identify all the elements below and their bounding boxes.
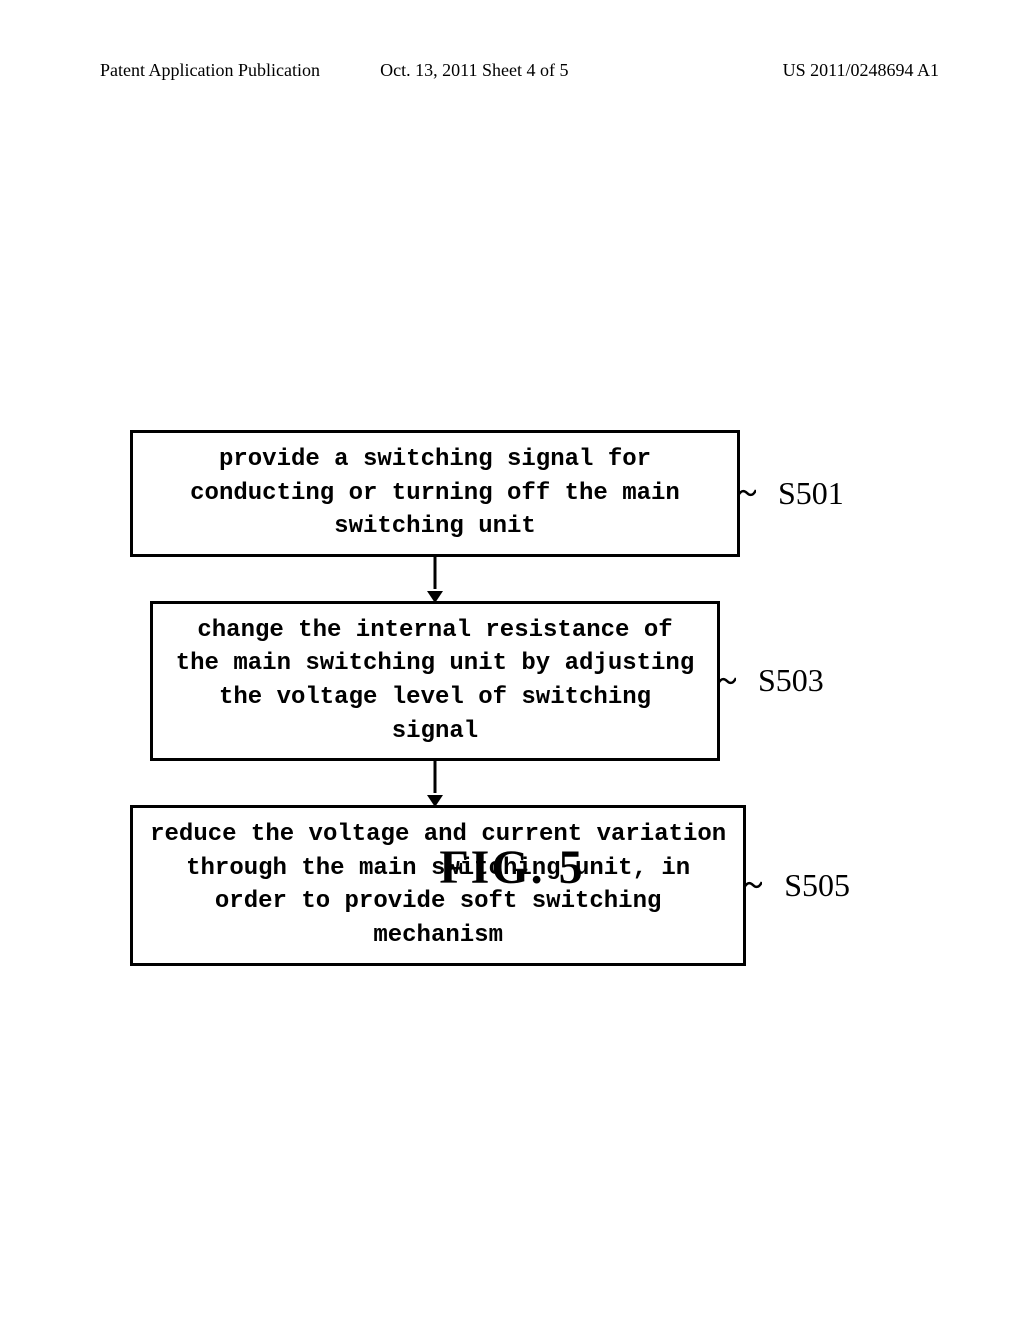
step-label-3: S505 [784,867,850,904]
page-header: Patent Application Publication Oct. 13, … [0,60,1024,81]
arrow-2 [130,761,740,805]
connector-tilde-2 [718,674,736,688]
header-patent-number: US 2011/0248694 A1 [783,60,939,81]
connector-tilde-3 [744,878,762,892]
flowchart-step-2: change the internal resistance of the ma… [130,601,850,761]
header-publication: Patent Application Publication [100,60,320,81]
arrow-1 [130,557,740,601]
connector-tilde-1 [738,486,756,500]
header-date-sheet: Oct. 13, 2011 Sheet 4 of 5 [380,60,568,81]
step-box-2: change the internal resistance of the ma… [150,601,720,761]
step-label-1: S501 [778,475,844,512]
step-box-1: provide a switching signal for conductin… [130,430,740,557]
step-label-2: S503 [758,662,824,699]
flowchart-step-1: provide a switching signal for conductin… [130,430,850,557]
step-box-3: reduce the voltage and current variation… [130,805,746,965]
figure-label: FIG. 5 [439,840,584,895]
